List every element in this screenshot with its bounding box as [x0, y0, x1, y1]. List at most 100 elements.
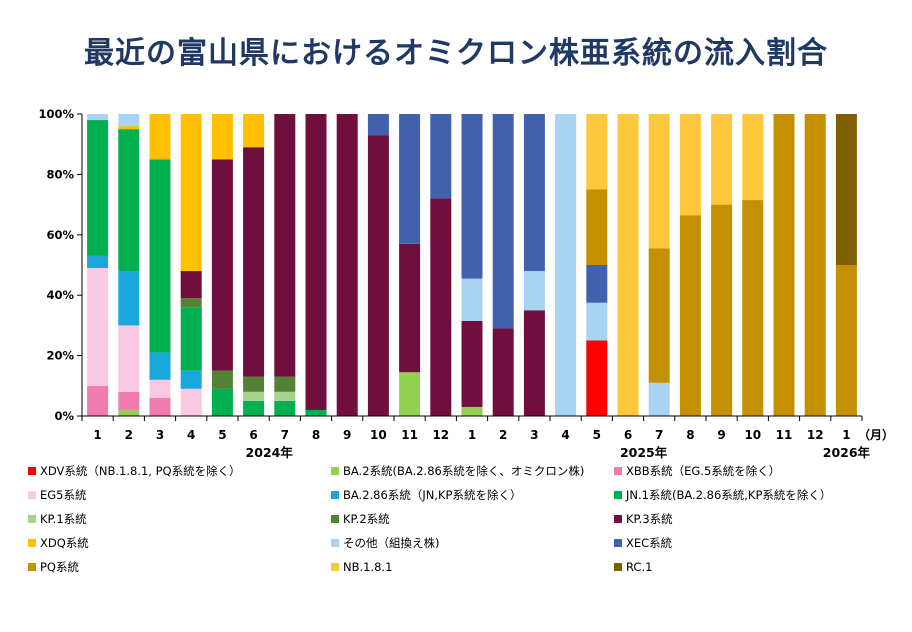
x-tick-label: 2 — [125, 428, 133, 442]
bar-segment — [118, 271, 140, 326]
x-tick-label: 9 — [717, 428, 725, 442]
legend-swatch — [28, 515, 36, 523]
bar-segment — [492, 114, 514, 329]
legend-label: NB.1.8.1 — [343, 560, 393, 574]
x-tick-label: 11 — [776, 428, 793, 442]
legend-item: PQ系統 — [28, 558, 79, 576]
x-tick-label: 12 — [432, 428, 449, 442]
x-tick-label: 6 — [249, 428, 257, 442]
legend-item: RC.1 — [614, 558, 652, 576]
legend-item: BA.2系統(BA.2.86系統を除く、オミクロン株) — [331, 462, 584, 480]
bar-segment — [118, 325, 140, 392]
legend-swatch — [28, 539, 36, 547]
legend-item: XBB系統（EG.5系統を除く） — [614, 462, 780, 480]
legend-swatch — [614, 563, 622, 571]
x-tick-label: 8 — [686, 428, 694, 442]
bar-segment — [211, 114, 233, 160]
x-tick-label: 12 — [807, 428, 824, 442]
bar-segment — [711, 114, 733, 205]
x-tick-label: 2 — [499, 428, 507, 442]
x-tick-label: 5 — [593, 428, 601, 442]
legend-label: PQ系統 — [40, 560, 79, 574]
bar-segment — [243, 400, 265, 416]
bar-segment — [180, 114, 202, 272]
bar-segment — [118, 126, 140, 130]
bar-segment — [399, 114, 421, 244]
x-tick-label: 6 — [624, 428, 632, 442]
stacked-bar-chart: 0%20%40%60%80%100%1 2 3 4 5 6 7 8 9 10 11 12 1 2 3 4 5 6 7… — [38, 107, 894, 460]
x-unit-label: （月） — [858, 427, 894, 442]
bar-segment — [149, 397, 171, 416]
bar-segment — [586, 302, 608, 341]
bar-segment — [243, 391, 265, 401]
legend-swatch — [614, 491, 622, 499]
bar-segment — [118, 129, 140, 272]
bar-segment — [648, 248, 670, 383]
legend-label: EG5系統 — [40, 488, 87, 502]
bar-segment — [523, 271, 545, 311]
bar-segment — [274, 391, 296, 401]
bar-segment — [461, 278, 483, 321]
year-label: 2025年 — [620, 445, 668, 460]
bar-segment — [274, 376, 296, 392]
y-tick-label: 100% — [38, 107, 74, 121]
bar-segment — [835, 114, 857, 265]
bar-segment — [87, 255, 109, 269]
x-tick-label: 7 — [655, 428, 663, 442]
x-tick-label: 10 — [744, 428, 761, 442]
bar-segment — [180, 307, 202, 371]
legend-item: XDV系統（NB.1.8.1, PQ系統を除く） — [28, 462, 241, 480]
legend-label: KP.1系統 — [40, 512, 87, 526]
legend-label: KP.2系統 — [343, 512, 390, 526]
bar-segment — [274, 400, 296, 416]
x-tick-label: 5 — [218, 428, 226, 442]
year-label: 2026年 — [823, 445, 871, 460]
legend-item: EG5系統 — [28, 486, 87, 504]
bar-segment — [586, 189, 608, 265]
x-tick-label: 4 — [187, 428, 195, 442]
x-tick-label: 4 — [561, 428, 569, 442]
bar-segment — [305, 409, 327, 416]
bar-segment — [711, 204, 733, 416]
bar-segment — [87, 120, 109, 256]
legend-label: XEC系統 — [626, 536, 673, 550]
bar-segment — [149, 114, 171, 160]
bar-segment — [118, 409, 140, 416]
legend-label: BA.2.86系統（JN,KP系統を除く） — [343, 488, 522, 502]
bar-segment — [180, 388, 202, 416]
bar-segment — [336, 114, 358, 416]
bar-segment — [804, 114, 826, 416]
bar-segment — [305, 114, 327, 410]
bar-segment — [648, 382, 670, 416]
x-tick-label: 1 — [468, 428, 476, 442]
bar-segment — [367, 135, 389, 416]
legend-label: JN.1系統(BA.2.86系統,KP系統を除く） — [626, 488, 832, 502]
bar-segment — [461, 320, 483, 407]
bar-segment — [461, 114, 483, 279]
legend-item: BA.2.86系統（JN,KP系統を除く） — [331, 486, 521, 504]
legend-item: KP.3系統 — [614, 510, 673, 528]
legend-label: XDV系統（NB.1.8.1, PQ系統を除く） — [40, 464, 241, 478]
bar-segment — [180, 271, 202, 299]
legend-label: XDQ系統 — [40, 536, 89, 550]
x-tick-label: 1 — [93, 428, 101, 442]
bar-segment — [523, 310, 545, 416]
legend-swatch — [331, 491, 339, 499]
bar-segment — [555, 114, 577, 416]
x-tick-label: 1 — [842, 428, 850, 442]
bar-segment — [274, 114, 296, 377]
bar-segment — [617, 114, 639, 416]
y-tick-label: 20% — [46, 349, 74, 363]
bar-segment — [118, 391, 140, 410]
legend-item: その他（組換え株) — [331, 534, 440, 552]
bar-segment — [180, 370, 202, 389]
legend-item: XEC系統 — [614, 534, 672, 552]
legend-swatch — [28, 467, 36, 475]
bar-segment — [243, 147, 265, 377]
bar-segment — [586, 265, 608, 303]
legend-label: BA.2系統(BA.2.86系統を除く、オミクロン株) — [343, 464, 585, 478]
legend-label: RC.1 — [626, 560, 653, 574]
legend-swatch — [331, 539, 339, 547]
bar-segment — [679, 114, 701, 216]
y-tick-label: 0% — [54, 409, 74, 423]
